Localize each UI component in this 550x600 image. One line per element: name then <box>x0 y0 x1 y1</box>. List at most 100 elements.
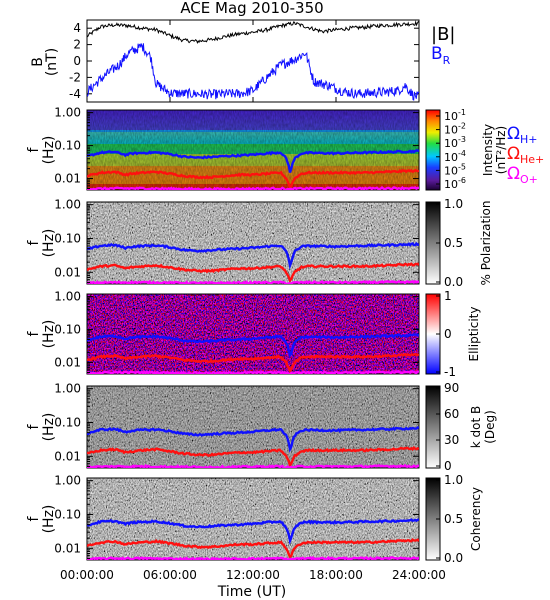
kdotb-image <box>87 386 419 468</box>
cbar-label-intensity-unit: (nT²/Hz) <box>494 126 508 174</box>
colorbar-tick-exponent: -2 <box>458 122 466 131</box>
colorbar-tick-label: 10-3 <box>444 135 466 150</box>
x-tick-label: 06:00:00 <box>143 568 197 582</box>
gyro-line-Hplus <box>87 241 419 270</box>
field-y-tick-label: 4 <box>73 21 81 35</box>
colorbar-tick-base: 10 <box>444 137 458 150</box>
field-y-tick-label: -4 <box>69 87 81 101</box>
polarization-image <box>87 202 419 284</box>
colorbar-tick-label: 30 <box>444 433 459 447</box>
ellipticity-image <box>87 294 419 374</box>
cbar-label-ellipticity: Ellipticity <box>467 307 481 362</box>
x-axis-label: Time (UT) <box>217 584 286 600</box>
colorbar-tick-label: 10-1 <box>444 108 466 123</box>
gyro-line-Hplus <box>87 333 419 359</box>
gyro-line-Heplus <box>87 262 419 283</box>
ylabel-unit-kdotb: (Hz) <box>41 413 57 442</box>
gyro-line-Heplus <box>87 446 419 468</box>
gyro-line-Hplus <box>87 149 419 173</box>
x-tick-label: 00:00:00 <box>60 568 114 582</box>
spec-y-tick-label: 0.01 <box>54 172 81 186</box>
colorbar-tick-base: 10 <box>444 164 458 177</box>
coherency-image <box>87 478 419 560</box>
cbar-label-polarization: % Polarization <box>479 201 493 286</box>
ylabel-unit-intensity: (Hz) <box>41 136 57 165</box>
legend-br-main: B <box>431 44 443 64</box>
ylabel-unit-ellipticity: (Hz) <box>41 320 57 349</box>
colorbar-tick-label: 90 <box>444 381 459 395</box>
panel-gyro-group <box>87 518 419 560</box>
colorbar-tick-base: 10 <box>444 151 458 164</box>
colorbar-tick-base: 10 <box>444 178 458 191</box>
intensity-panel <box>86 109 420 191</box>
ylabel-f-ellipticity: f <box>26 330 42 336</box>
gyro-line-Oplus <box>87 279 419 284</box>
colorbar-tick-label: 10-5 <box>444 162 466 177</box>
colorbar-tick-label: 60 <box>444 407 459 421</box>
legend-btotal: |B| <box>431 24 455 45</box>
field-ylabel-b: B <box>30 57 46 67</box>
colorbar-intensity <box>425 109 441 191</box>
field-y-tick-label: 0 <box>73 54 81 68</box>
legend-omega-oplus: ΩO+ <box>507 164 538 186</box>
colorbar-tick-base: 10 <box>444 110 458 123</box>
gyro-line-Oplus <box>87 463 419 468</box>
colorbar-tick-base: 10 <box>444 124 458 137</box>
gyro-line-Hplus <box>87 518 419 546</box>
spec-y-tick-label: 1.00 <box>54 382 81 396</box>
gyro-line-Heplus <box>87 537 419 560</box>
ylabel-unit-polarization: (Hz) <box>41 229 57 258</box>
legend-br-sub: R <box>443 54 451 67</box>
chart-title: ACE Mag 2010-350 <box>180 0 323 17</box>
gyro-line-Hplus <box>87 426 419 453</box>
gyrofrequency-lines <box>87 149 419 560</box>
spec-y-tick-label: 1.00 <box>54 106 81 120</box>
x-tick-label: 24:00:00 <box>392 568 446 582</box>
ylabel-f-coherency: f <box>26 515 42 521</box>
spec-y-tick-label: 0.01 <box>54 449 81 463</box>
btotal-series-line <box>87 20 419 44</box>
colorbar-tick-label: 1.0 <box>444 197 463 211</box>
colorbar-tick-exponent: -6 <box>458 176 466 185</box>
x-tick-labels: 00:00:00 06:00:00 12:00:00 18:00:00 24:00:00 <box>60 568 446 582</box>
legend-omega-heplus: ΩHe+ <box>507 144 544 166</box>
x-tick-label: 12:00:00 <box>226 568 280 582</box>
field-y-tick-label: -2 <box>69 70 81 84</box>
spectrogram-y-ticks: 1.00 0.10 0.01 1.00 0.10 0.01 1.00 0.10 0.01 1.00… <box>54 106 419 559</box>
gyro-line-Oplus <box>87 555 419 560</box>
colorbar-tick-exponent: -5 <box>458 162 466 171</box>
spec-y-tick-label: 0.10 <box>54 231 81 245</box>
gyro-line-Oplus <box>87 185 419 190</box>
spectrogram-panels: 1.00 0.10 0.01 1.00 0.10 0.01 1.00 0.10 0.01 1.00… <box>54 106 420 561</box>
spec-y-tick-label: 0.10 <box>54 323 81 337</box>
cbar-label-kdotb: k dot B <box>469 406 483 448</box>
panel-gyro-group <box>87 149 419 190</box>
colorbar-kdotb <box>425 385 441 469</box>
colorbar-tick-label: -1 <box>444 365 456 379</box>
gyro-legend: ΩH+ ΩHe+ ΩO+ <box>507 124 544 186</box>
cbar-label-intensity: Intensity <box>481 124 495 176</box>
colorbar-tick-label: 10-4 <box>444 149 466 164</box>
spec-y-tick-label: 1.00 <box>54 474 81 488</box>
colorbar-tick-exponent: -1 <box>458 108 466 117</box>
legend-omega-hplus: ΩH+ <box>507 124 538 146</box>
colorbar-tick-exponent: -4 <box>458 149 466 158</box>
polarization-panel <box>86 201 420 285</box>
ylabel-f-intensity: f <box>26 146 42 152</box>
spec-y-tick-label: 0.10 <box>54 507 81 521</box>
colorbar-tick-label: 1.0 <box>444 473 463 487</box>
panel-gyro-group <box>87 333 419 374</box>
colorbar-tick-label: 0.0 <box>444 551 463 565</box>
gyro-line-Heplus <box>87 168 419 190</box>
colorbar-tick-label: 0 <box>444 459 452 473</box>
colorbar-tick-label: 0.0 <box>444 275 463 289</box>
colorbar-tick-label: 0.5 <box>444 236 463 250</box>
kdotb-panel <box>86 385 420 469</box>
colorbar-tick-label: 0.5 <box>444 512 463 526</box>
colorbar-tick-label: 0 <box>444 327 452 341</box>
colorbar-tick-label: 1 <box>444 289 452 303</box>
spectrogram-ylabels: f (Hz) f (Hz) f (Hz) f (Hz) f (Hz) <box>26 136 57 534</box>
colorbar-tick-label: 10-6 <box>444 176 466 191</box>
gyro-line-Oplus <box>87 370 419 374</box>
